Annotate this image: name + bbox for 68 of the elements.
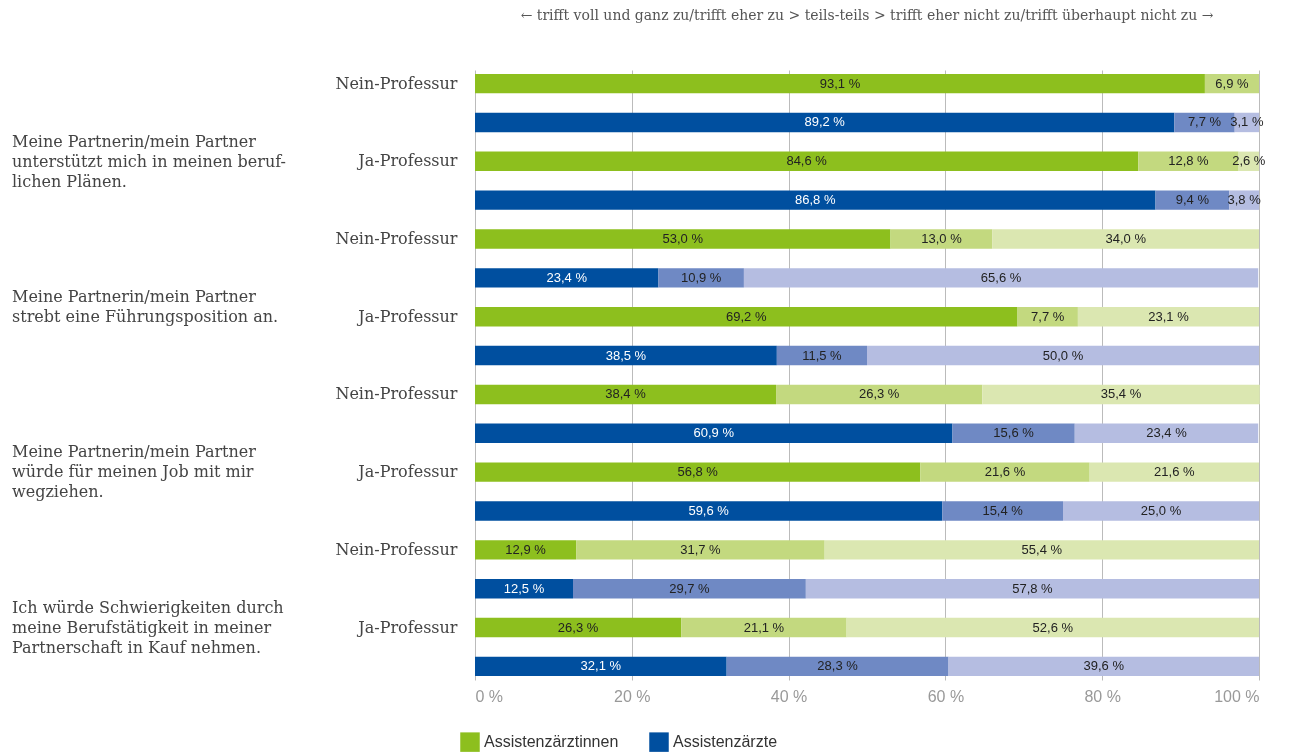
text: Meine Partnerin/mein Partner strebt eine Führungsposition an. [12, 286, 279, 326]
text: Meine Partnerin/mein Partner würde für meinen Job mit mir wegziehen. [12, 442, 257, 502]
data-label: 7,7 % [1187, 114, 1222, 130]
x-tick-label: 20 % [614, 687, 651, 705]
data-label: 39,6 % [1083, 658, 1125, 674]
data-label: 50,0 % [1042, 347, 1084, 363]
data-label: 31,7 % [680, 541, 722, 557]
data-label: 32,1 % [580, 658, 622, 674]
data-label: 15,4 % [982, 502, 1024, 518]
y-tick-label: Ja-Professur [356, 617, 458, 637]
y-tick-label: Nein-Professur [335, 229, 458, 249]
data-label: 53,0 % [662, 231, 704, 247]
data-label: 12,8 % [1168, 153, 1210, 169]
y-tick-label: Nein-Professur [335, 73, 458, 93]
text: Ich würde Schwierigkeiten durch meine Berufstätigkeit in meiner Partnerschaft in Kauf nehmen. [12, 597, 284, 657]
data-label: 21,6 % [1154, 464, 1195, 480]
data-label: 86,8 % [795, 192, 836, 208]
data-label: 35,4 % [1100, 386, 1142, 402]
data-label: 65,6 % [980, 269, 1022, 285]
data-label: 29,7 % [669, 580, 711, 596]
text: Meine Partnerin/mein Partner unterstützt mich in meinen beruf- lichen Plänen. [12, 131, 286, 191]
data-label: 56,8 % [677, 464, 719, 480]
data-label: 25,0 % [1140, 502, 1182, 518]
data-label: 3,8 % [1227, 192, 1262, 208]
y-tick-label: Ja-Professur [356, 306, 458, 326]
y-tick-label: Nein-Professur [335, 384, 458, 404]
legend-label: Assistenzärztinnen [484, 733, 619, 751]
data-label: 55,4 % [1021, 541, 1063, 557]
data-label: 69,2 % [726, 308, 767, 324]
data-label: 38,4 % [605, 386, 647, 402]
x-tick-label: 80 % [1084, 687, 1121, 705]
data-label: 15,6 % [993, 425, 1035, 441]
data-label: 7,7 % [1031, 308, 1065, 324]
data-label: 28,3 % [817, 658, 859, 674]
data-label: 21,1 % [743, 619, 785, 635]
x-tick-label: 100 % [1214, 687, 1260, 705]
x-tick-label: 60 % [927, 687, 965, 705]
data-label: 84,6 % [786, 153, 828, 169]
data-label: 2,6 % [1232, 153, 1266, 169]
data-label: 59,6 % [688, 502, 730, 518]
y-tick-label: Ja-Professur [356, 151, 458, 171]
data-label: 23,4 % [546, 269, 588, 285]
data-label: 26,3 % [858, 386, 900, 402]
data-label: 12,5 % [503, 580, 545, 596]
data-label: 13,0 % [921, 231, 963, 247]
y-tick-label: Ja-Professur [356, 462, 458, 482]
data-label: 11,5 % [802, 347, 843, 363]
data-label: 52,6 % [1032, 619, 1074, 635]
y-tick-label: Nein-Professur [335, 539, 458, 559]
data-label: 12,9 % [505, 541, 547, 557]
data-label: 21,6 % [984, 464, 1026, 480]
data-label: 89,2 % [804, 114, 846, 130]
x-tick-label: 40 % [770, 687, 808, 705]
data-label: 23,1 % [1148, 308, 1190, 324]
data-label: 23,4 % [1146, 425, 1188, 441]
data-label: 6,9 % [1215, 75, 1250, 91]
data-label: 9,4 % [1175, 192, 1210, 208]
data-label: 93,1 % [819, 75, 861, 91]
x-tick-label: 0 % [475, 687, 504, 705]
legend-label: Assistenzärzte [673, 733, 778, 751]
data-label: 60,9 % [693, 425, 735, 441]
data-label: 3,1 % [1230, 114, 1264, 130]
data-label: 34,0 % [1105, 231, 1147, 247]
data-label: 57,8 % [1012, 580, 1054, 596]
chart-title: ← trifft voll und ganz zu/trifft eher zu > teils-teils > trifft eher nicht zu/trifft überhaupt nicht zu → [520, 7, 1214, 23]
data-label: 26,3 % [557, 619, 599, 635]
data-label: 10,9 % [680, 269, 722, 285]
data-label: 38,5 % [605, 347, 647, 363]
